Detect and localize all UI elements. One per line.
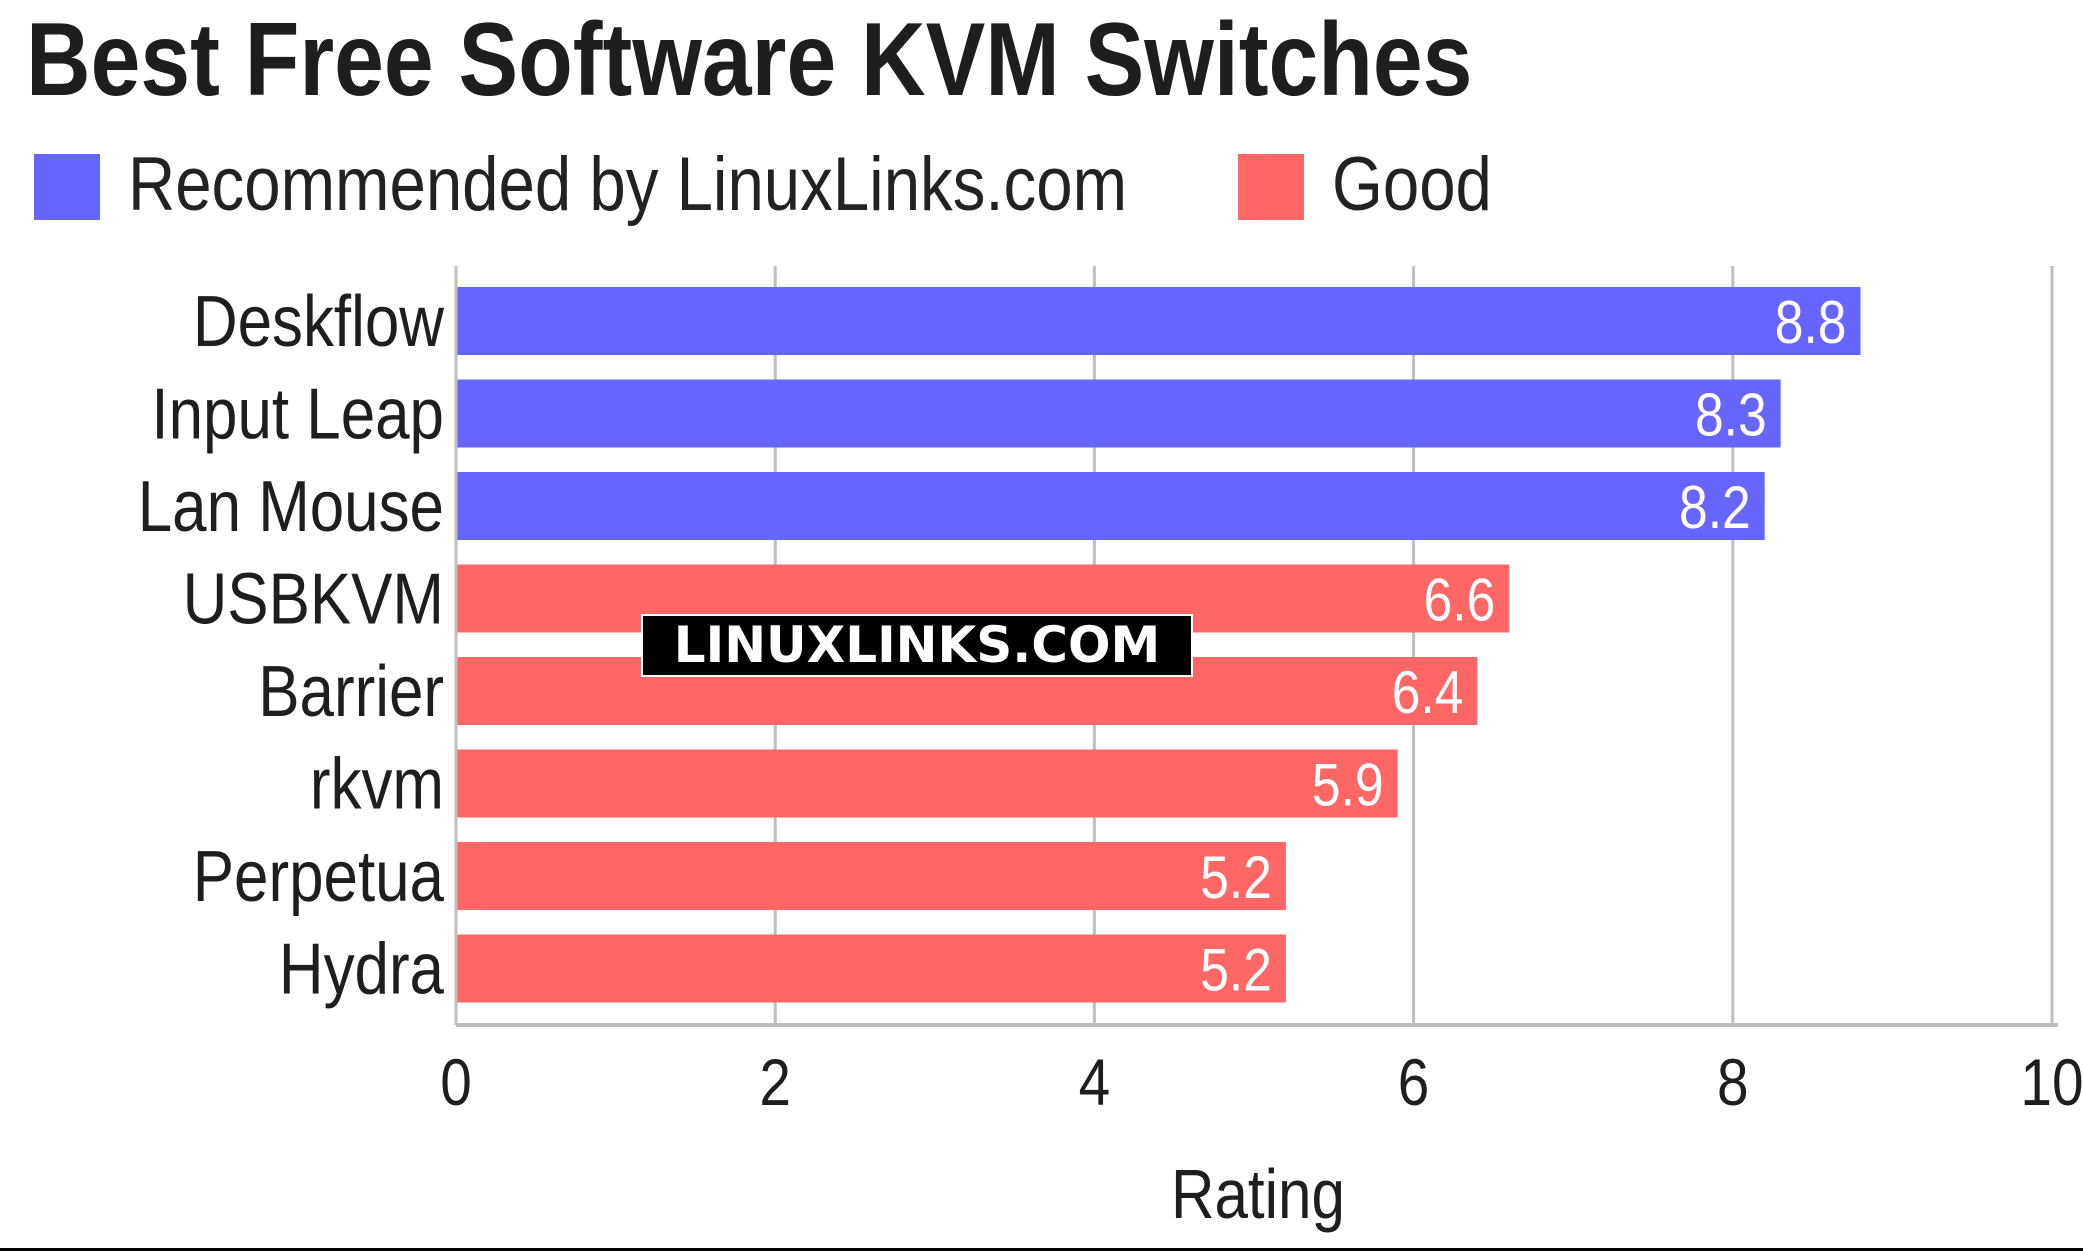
category-label-deskflow: Deskflow (193, 282, 445, 362)
legend-swatch-good (1238, 154, 1304, 220)
x-tick-label-6: 6 (1398, 1046, 1430, 1120)
bar-input-leap (456, 379, 1781, 448)
value-label-usbkvm: 6.6 (1424, 566, 1496, 634)
bar-hydra (456, 934, 1286, 1003)
value-label-input-leap: 8.3 (1695, 381, 1767, 449)
x-tick-label-4: 4 (1079, 1046, 1111, 1120)
value-label-lan-mouse: 8.2 (1679, 473, 1751, 541)
category-label-input-leap: Input Leap (151, 374, 444, 454)
x-tick-label-8: 8 (1717, 1046, 1749, 1120)
value-label-deskflow: 8.8 (1775, 288, 1847, 356)
legend-label-good: Good (1332, 142, 1492, 227)
legend-swatch-recommended (34, 154, 100, 220)
category-label-usbkvm: USBKVM (183, 559, 444, 639)
axes (454, 266, 2058, 1027)
bar-deskflow (456, 287, 1861, 355)
x-tick-label-0: 0 (440, 1046, 472, 1120)
category-label-perpetua: Perpetua (193, 837, 445, 917)
value-label-hydra: 5.2 (1200, 936, 1272, 1004)
value-label-rkvm: 5.9 (1312, 751, 1384, 819)
category-label-barrier: Barrier (258, 652, 444, 732)
labels: 0 2 4 6 8 10 Deskflow 8.8 Input Leap 8.3 Lan Mouse… (138, 282, 2083, 1120)
chart-title: Best Free Software KVM Switches (26, 2, 1473, 118)
legend-label-recommended: Recommended by LinuxLinks.com (128, 142, 1128, 227)
x-axis-label: Rating (1171, 1155, 1345, 1233)
bars (456, 287, 1861, 1003)
bar-rkvm (456, 749, 1398, 818)
category-label-lan-mouse: Lan Mouse (138, 467, 444, 547)
value-label-barrier: 6.4 (1392, 658, 1464, 726)
value-label-perpetua: 5.2 (1200, 843, 1272, 911)
bar-perpetua (456, 842, 1286, 910)
watermark-logo: LINUXLINKS.COM (643, 616, 1191, 675)
category-label-hydra: Hydra (279, 929, 445, 1009)
bar-lan-mouse (456, 472, 1765, 540)
x-tick-label-10: 10 (2020, 1046, 2083, 1120)
x-tick-label-2: 2 (759, 1046, 791, 1120)
bottom-rule (0, 1248, 2083, 1251)
category-label-rkvm: rkvm (310, 744, 444, 824)
